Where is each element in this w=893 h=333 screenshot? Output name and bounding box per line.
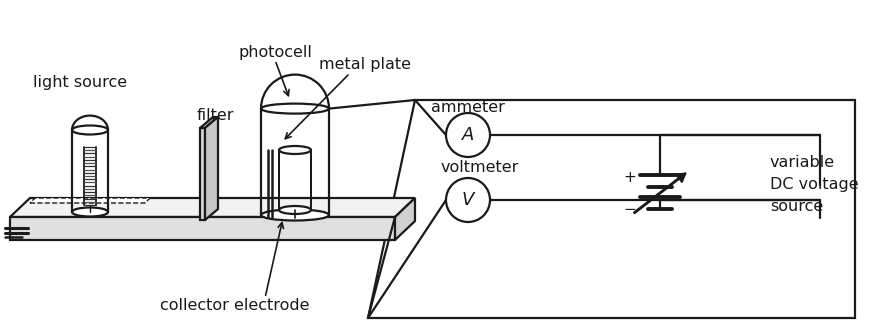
- Polygon shape: [368, 100, 855, 318]
- Polygon shape: [10, 217, 395, 240]
- Ellipse shape: [261, 209, 329, 220]
- Text: ammeter: ammeter: [431, 100, 505, 115]
- Text: voltmeter: voltmeter: [441, 161, 519, 175]
- Text: collector electrode: collector electrode: [160, 297, 310, 312]
- Ellipse shape: [72, 207, 108, 216]
- Polygon shape: [205, 117, 218, 220]
- Text: +: +: [623, 169, 637, 184]
- Polygon shape: [10, 198, 415, 217]
- Text: V: V: [462, 191, 474, 209]
- Polygon shape: [200, 117, 218, 128]
- Text: A: A: [462, 126, 474, 144]
- Text: light source: light source: [33, 76, 127, 91]
- Circle shape: [446, 178, 490, 222]
- Text: variable
DC voltage
source: variable DC voltage source: [770, 155, 859, 214]
- Polygon shape: [30, 198, 150, 203]
- Text: photocell: photocell: [238, 45, 312, 60]
- Ellipse shape: [72, 126, 108, 135]
- Ellipse shape: [279, 206, 311, 214]
- Text: filter: filter: [196, 108, 234, 123]
- Text: −: −: [623, 201, 637, 216]
- Polygon shape: [200, 128, 205, 220]
- Polygon shape: [395, 198, 415, 240]
- Ellipse shape: [279, 146, 311, 154]
- FancyArrow shape: [633, 173, 686, 213]
- Text: metal plate: metal plate: [319, 58, 411, 73]
- Circle shape: [446, 113, 490, 157]
- Ellipse shape: [261, 104, 329, 114]
